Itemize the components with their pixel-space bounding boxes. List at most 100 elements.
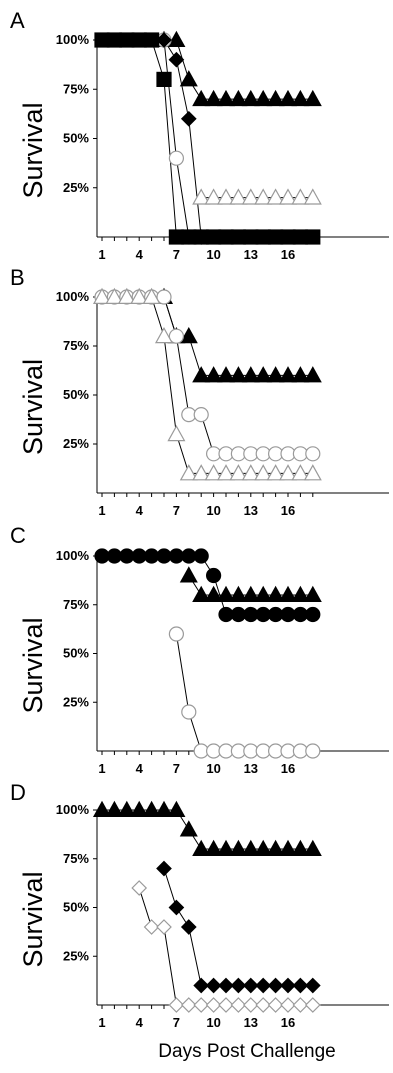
- data-point-triangle-filled: [241, 89, 260, 107]
- data-point-triangle-open: [241, 464, 260, 481]
- data-point-triangle-filled: [229, 839, 248, 857]
- y-tick-label: 50%: [63, 387, 89, 402]
- data-point-diamond-filled: [280, 977, 296, 994]
- data-point-triangle-filled: [241, 366, 260, 383]
- data-point-triangle-filled: [204, 366, 223, 383]
- data-point-triangle-open: [154, 326, 174, 344]
- data-point-diamond-filled: [304, 977, 321, 994]
- data-point-triangle-filled: [204, 839, 223, 857]
- data-point-diamond-filled: [230, 977, 247, 994]
- data-point-triangle-open: [266, 464, 285, 481]
- x-tick-label: 7: [173, 1015, 180, 1030]
- data-point-triangle-open: [303, 464, 322, 481]
- panel-a: A Survival 100% 75% 50% 25% 1 4 7 10 13 16: [10, 8, 389, 262]
- data-point-triangle-filled: [192, 89, 211, 107]
- y-tick-label: 50%: [63, 900, 89, 915]
- data-point-triangle-filled: [130, 800, 149, 818]
- y-tick-label: 100%: [56, 32, 90, 47]
- data-point-triangle-filled: [179, 70, 198, 87]
- x-tick-label: 4: [136, 761, 144, 776]
- x-tick-label: 10: [206, 503, 220, 518]
- panel-c: C Survival 100% 75% 50% 25% 1 4 7 10 13 16: [10, 523, 389, 776]
- data-point-triangle-filled: [254, 89, 273, 107]
- data-point-triangle-filled: [229, 585, 248, 603]
- data-point-diamond-filled: [180, 919, 197, 935]
- panel-letter: D: [10, 780, 26, 805]
- data-point-diamond-open: [156, 919, 172, 935]
- data-point-triangle-open: [92, 287, 112, 304]
- data-point-triangle-filled: [266, 366, 285, 383]
- y-tick-label: 25%: [63, 948, 89, 963]
- data-point-diamond-open: [255, 997, 272, 1013]
- data-point-triangle-filled: [229, 366, 248, 383]
- data-point-triangle-filled: [303, 89, 322, 107]
- y-axis-label: Survival: [18, 359, 48, 455]
- x-tick-label: 1: [98, 247, 105, 262]
- data-point-circle-filled: [206, 567, 222, 584]
- data-point-diamond-open: [131, 880, 148, 896]
- data-point-triangle-filled: [92, 800, 112, 818]
- data-point-triangle-filled: [278, 585, 298, 603]
- panel-letter: C: [10, 523, 26, 548]
- data-point-diamond-filled: [218, 977, 234, 994]
- data-point-diamond-open: [242, 997, 259, 1013]
- y-axis-label: Survival: [18, 102, 48, 198]
- data-point-diamond-filled: [242, 977, 259, 994]
- series-line-diamond-filled: [163, 39, 202, 238]
- data-point-triangle-open: [291, 464, 310, 481]
- panel-b: B Survival 100% 75% 50% 25% 1 4 7 10 13 16: [10, 265, 389, 518]
- panel-letter: A: [10, 8, 25, 33]
- data-point-triangle-open: [216, 464, 236, 481]
- series-line-triangle-open: [102, 296, 313, 474]
- data-point-triangle-filled: [278, 839, 298, 857]
- data-point-triangle-filled: [142, 800, 161, 818]
- data-point-triangle-filled: [254, 585, 273, 603]
- x-tick-label: 10: [206, 761, 220, 776]
- x-tick-label: 10: [206, 247, 220, 262]
- x-axis-label: Days Post Challenge: [158, 1041, 335, 1062]
- data-point-triangle-filled: [105, 800, 124, 818]
- x-tick-label: 16: [281, 247, 295, 262]
- data-point-triangle-filled: [303, 585, 322, 603]
- data-point-triangle-filled: [254, 366, 273, 383]
- y-tick-label: 25%: [63, 436, 89, 451]
- data-point-triangle-open: [142, 287, 161, 304]
- data-point-triangle-filled: [266, 585, 285, 603]
- data-point-diamond-open: [205, 997, 222, 1013]
- series-line-square-filled: [102, 39, 313, 238]
- x-tick-label: 13: [244, 761, 258, 776]
- data-point-triangle-filled: [291, 89, 310, 107]
- data-point-diamond-filled: [168, 899, 185, 916]
- data-point-triangle-open: [254, 464, 273, 481]
- data-point-circle-open: [168, 626, 184, 642]
- y-tick-label: 50%: [63, 131, 89, 146]
- data-point-triangle-filled: [303, 366, 322, 383]
- x-tick-label: 4: [136, 247, 144, 262]
- data-point-diamond-open: [143, 919, 160, 935]
- data-point-triangle-open: [117, 287, 136, 304]
- data-point-triangle-filled: [266, 89, 285, 107]
- data-point-triangle-open: [229, 188, 248, 205]
- data-point-diamond-open: [193, 997, 210, 1013]
- data-point-triangle-filled: [204, 585, 223, 603]
- x-tick-label: 13: [244, 503, 258, 518]
- x-tick-label: 4: [136, 1015, 144, 1030]
- y-tick-label: 75%: [63, 81, 89, 96]
- data-point-diamond-filled: [180, 110, 197, 127]
- data-point-triangle-filled: [216, 585, 236, 603]
- data-point-triangle-filled: [241, 585, 260, 603]
- data-point-circle-open: [156, 289, 172, 305]
- x-tick-label: 1: [98, 503, 105, 518]
- data-point-triangle-open: [278, 188, 298, 205]
- x-tick-label: 16: [281, 503, 295, 518]
- data-point-circle-open: [181, 704, 197, 720]
- data-point-triangle-filled: [303, 839, 322, 857]
- data-point-triangle-filled: [291, 366, 310, 383]
- data-point-triangle-open: [216, 188, 236, 205]
- data-point-diamond-filled: [168, 51, 185, 68]
- data-point-triangle-open: [130, 287, 149, 304]
- data-point-triangle-filled: [278, 366, 298, 383]
- data-point-diamond-open: [230, 997, 247, 1013]
- data-point-diamond-open: [218, 997, 234, 1013]
- x-tick-label: 16: [281, 1015, 295, 1030]
